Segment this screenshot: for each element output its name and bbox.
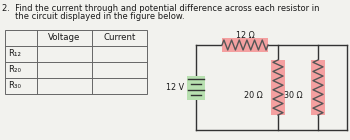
Bar (271, 60, 285, 115)
Text: Current: Current (103, 33, 136, 43)
Text: R₂₀: R₂₀ (8, 66, 21, 74)
Bar (5, 30, 147, 94)
Text: 20 Ω: 20 Ω (244, 91, 263, 100)
Text: 30 Ω: 30 Ω (284, 91, 303, 100)
Bar (222, 38, 268, 52)
Text: the circuit displayed in the figure below.: the circuit displayed in the figure belo… (2, 12, 185, 21)
Text: R₃₀: R₃₀ (8, 81, 21, 90)
Text: Voltage: Voltage (48, 33, 81, 43)
Bar (311, 60, 325, 115)
Bar (187, 75, 205, 100)
Text: R₁₂: R₁₂ (8, 50, 21, 59)
Text: 12 V: 12 V (166, 83, 184, 92)
Text: 12 Ω: 12 Ω (236, 31, 254, 39)
Text: 2.  Find the current through and potential difference across each resistor in: 2. Find the current through and potentia… (2, 4, 320, 13)
